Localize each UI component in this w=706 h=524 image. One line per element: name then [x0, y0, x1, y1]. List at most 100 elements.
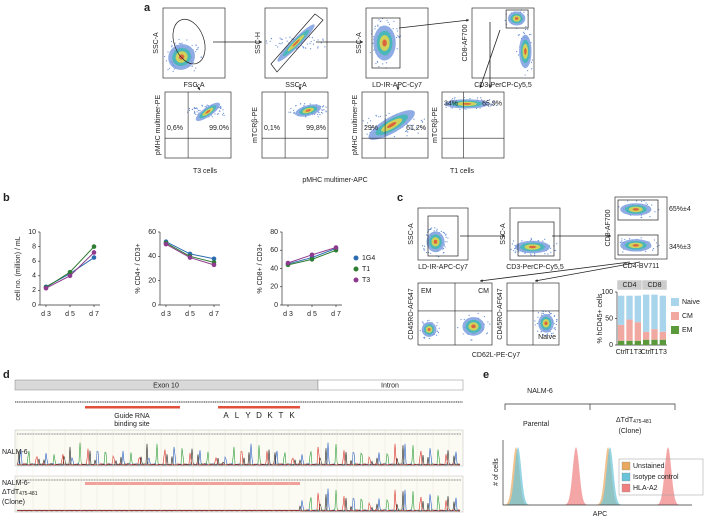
event-dot [386, 62, 388, 64]
amino-acid: D [256, 411, 262, 420]
event-dot [490, 103, 492, 105]
x-tick-label: Ctrl [616, 349, 627, 356]
axis-label: pMHC multimer-PE [352, 95, 359, 156]
event-dot [524, 74, 526, 76]
bar-segment [618, 295, 625, 325]
event-dot [286, 40, 288, 42]
bar-segment [659, 339, 666, 345]
x-tick-label: T1 [650, 349, 658, 356]
legend-label: CM [682, 313, 693, 320]
y-tick-label: 40 [148, 253, 156, 260]
gate-value: 99.0% [209, 125, 229, 132]
bar-segment [634, 295, 641, 323]
codon-mark [218, 406, 300, 409]
y-tick-label: 20 [148, 278, 156, 285]
event-dot [517, 54, 520, 56]
event-dot [462, 333, 464, 335]
event-dot [173, 68, 175, 70]
amino-acid: A [223, 411, 229, 420]
event-dot [396, 30, 399, 32]
event-dot [299, 103, 302, 105]
event-dot [454, 98, 456, 100]
event-dot [317, 39, 319, 41]
event-dot [469, 98, 471, 100]
caption: T3 cells [193, 168, 218, 175]
plot-frame [162, 7, 226, 79]
intron-bar [317, 379, 464, 391]
event-dot [293, 109, 295, 111]
event-dot [444, 246, 446, 248]
event-dot [530, 238, 533, 241]
event-dot [515, 250, 517, 252]
event-dot [280, 43, 282, 45]
event-dot [517, 34, 519, 36]
legend-label: T1 [362, 266, 370, 273]
event-dot [373, 49, 375, 51]
event-dot [452, 107, 454, 109]
axis-label: SSC-A [408, 223, 415, 245]
axis-label: CD8-AF700 [462, 24, 469, 61]
event-dot [375, 63, 377, 65]
event-dot [373, 36, 375, 38]
event-dot [377, 61, 379, 63]
trace [16, 489, 461, 512]
group-label: Parental [523, 421, 550, 428]
point [187, 255, 193, 260]
event-dot [392, 28, 394, 30]
point [91, 255, 97, 260]
event-dot [641, 216, 643, 218]
event-dot [548, 311, 551, 313]
panel-label: a [144, 2, 151, 14]
event-dot [530, 239, 532, 241]
guide-label: Guide RNA binding site [114, 413, 150, 428]
point [211, 256, 217, 262]
event-dot [165, 60, 168, 62]
event-dot [285, 37, 287, 39]
arrow-head [608, 234, 611, 238]
event-dot [527, 69, 529, 72]
event-dot [388, 112, 390, 115]
bar-segment [659, 331, 666, 340]
event-dot [196, 49, 198, 51]
point [333, 245, 339, 250]
event-dot [290, 108, 292, 110]
event-dot [413, 118, 415, 120]
histogram [562, 447, 590, 505]
density [632, 244, 639, 247]
event-dot [375, 114, 377, 116]
event-dot [214, 113, 216, 115]
gate [172, 18, 206, 65]
arrow-head [298, 87, 302, 90]
event-dot [652, 248, 655, 250]
event-dot [387, 21, 389, 24]
event-dot [167, 51, 169, 53]
event-dot [530, 42, 532, 44]
bar-segment [634, 340, 641, 345]
axis-label: CD3-PerCP-Cy5,5 [474, 82, 532, 89]
gate-value: 65,9% [482, 101, 502, 108]
event-dot [530, 34, 532, 36]
axis-label: % CD8+ / CD3+ [257, 243, 264, 293]
event-dot [489, 323, 491, 325]
axis-label: # of cells [493, 458, 500, 486]
axis-label: % CD4+ / CD3+ [135, 243, 142, 293]
sample-label: NALM-6 [2, 449, 28, 456]
event-dot [308, 36, 311, 38]
event-dot [510, 248, 512, 250]
event-dot [426, 235, 428, 237]
event-dot [534, 253, 536, 255]
series-line [45, 246, 95, 288]
event-dot [545, 334, 547, 336]
event-dot [303, 105, 305, 107]
event-dot [518, 251, 520, 253]
axis-label: mTCRβ-PE [432, 107, 439, 143]
event-dot [417, 132, 419, 134]
point [91, 244, 97, 249]
legend-label: Naive [682, 299, 700, 306]
event-dot [656, 242, 658, 244]
event-dot [537, 330, 539, 332]
event-dot [196, 108, 198, 110]
event-dot [440, 230, 442, 233]
event-dot [396, 28, 398, 30]
axis-label: SSC-A [500, 223, 507, 245]
